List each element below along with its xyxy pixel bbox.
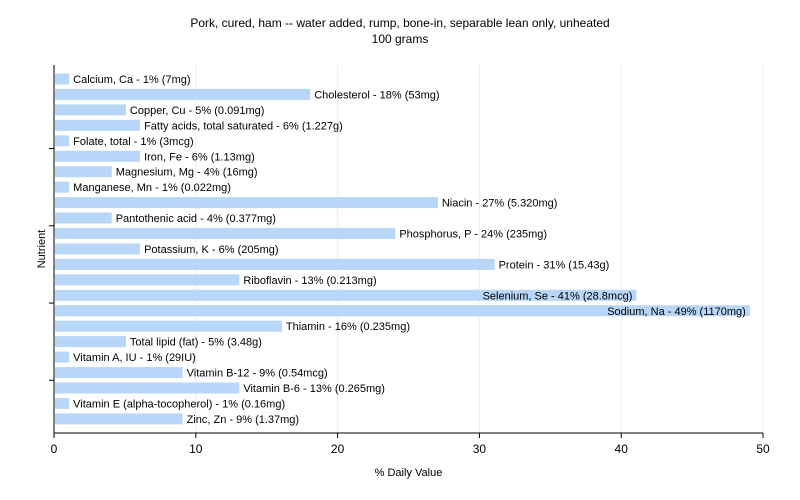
bar-label: Folate, total - 1% (3mcg)	[73, 136, 193, 148]
bar	[55, 197, 438, 209]
bar	[55, 135, 70, 147]
bar-label: Riboflavin - 13% (0.213mg)	[243, 275, 376, 287]
bar	[55, 397, 70, 409]
bar-label: Niacin - 27% (5.320mg)	[442, 198, 558, 210]
bar-label: Total lipid (fat) - 5% (3.48g)	[130, 337, 262, 349]
bar-label: Iron, Fe - 6% (1.13mg)	[144, 151, 255, 163]
bar-label: Potassium, K - 6% (205mg)	[144, 244, 279, 256]
bar	[55, 73, 70, 85]
x-axis-title: % Daily Value	[375, 467, 443, 479]
bar	[55, 289, 637, 301]
x-tick-label: 50	[756, 442, 770, 456]
chart-title-line: Pork, cured, ham -- water added, rump, b…	[190, 16, 610, 30]
bar	[55, 243, 141, 255]
bar-label: Calcium, Ca - 1% (7mg)	[73, 74, 190, 86]
bar	[55, 166, 112, 178]
x-tick-label: 10	[189, 442, 203, 456]
bar-label: Vitamin B-6 - 13% (0.265mg)	[243, 383, 385, 395]
bar-label: Thiamin - 16% (0.235mg)	[286, 321, 410, 333]
x-tick-label: 40	[615, 442, 629, 456]
bar-label: Vitamin B-12 - 9% (0.54mcg)	[187, 368, 328, 380]
bar	[55, 212, 112, 224]
bar-label: Zinc, Zn - 9% (1.37mg)	[187, 414, 299, 426]
bar-label: Selenium, Se - 41% (28.8mcg)	[483, 290, 633, 302]
bar	[55, 305, 750, 317]
x-tick-label: 30	[473, 442, 487, 456]
bar-label: Manganese, Mn - 1% (0.022mg)	[73, 182, 231, 194]
x-tick-label: 0	[51, 442, 58, 456]
bar	[55, 382, 240, 394]
bar	[55, 119, 141, 131]
bar	[55, 228, 396, 239]
bar	[55, 367, 183, 379]
bar	[55, 413, 183, 425]
bar	[55, 150, 141, 162]
chart-subtitle: 100 grams	[371, 32, 429, 46]
bar	[55, 181, 70, 193]
bar-label: Pantothenic acid - 4% (0.377mg)	[116, 213, 276, 225]
bar-label: Cholesterol - 18% (53mg)	[314, 89, 439, 101]
bars-layer: Calcium, Ca - 1% (7mg) Cholesterol - 18% …	[55, 73, 750, 426]
bar	[55, 88, 311, 100]
bar	[55, 258, 495, 270]
bar-label: Copper, Cu - 5% (0.091mg)	[130, 105, 265, 117]
bar-label: Protein - 31% (15.43g)	[499, 259, 610, 271]
bar-label: Vitamin A, IU - 1% (29IU)	[73, 352, 196, 364]
bar-label: Magnesium, Mg - 4% (16mg)	[116, 167, 258, 179]
bar	[55, 351, 70, 363]
axes-layer: 0 10 20 30 40 50	[49, 65, 770, 456]
chart-title: Pork, cured, ham -- water added, rump, b…	[0, 15, 800, 47]
bar	[55, 320, 282, 332]
bar-label: Phosphorus, P - 24% (235mg)	[399, 229, 547, 241]
bar	[55, 104, 126, 116]
bar	[55, 274, 240, 286]
y-axis-title: Nutrient	[36, 230, 48, 269]
bar-label: Vitamin E (alpha-tocopherol) - 1% (0.16m…	[73, 398, 285, 410]
bar	[55, 336, 126, 348]
bar-label: Sodium, Na - 49% (1170mg)	[607, 306, 746, 318]
x-tick-label: 20	[331, 442, 345, 456]
bar-label: Fatty acids, total saturated - 6% (1.227…	[144, 120, 343, 132]
